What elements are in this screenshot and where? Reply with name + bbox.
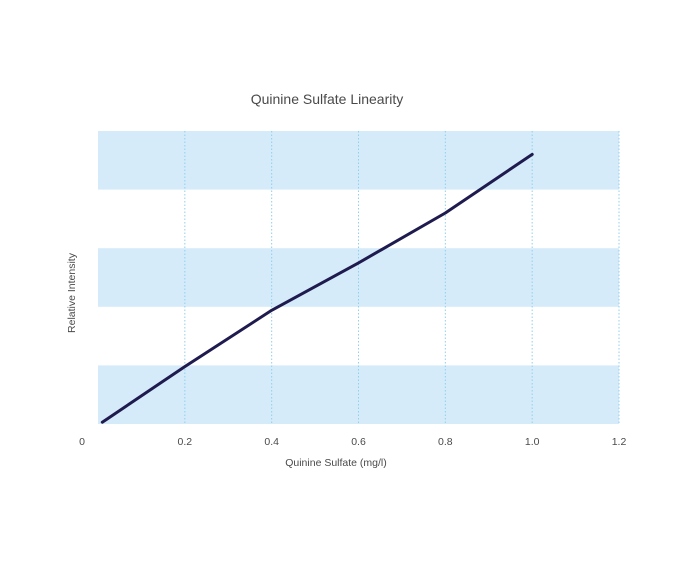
series-group <box>100 152 534 424</box>
x-tick-label: 0.4 <box>264 436 279 448</box>
y-axis-label: Relative Intensity <box>66 252 78 333</box>
series-line <box>100 152 534 424</box>
x-axis-ticks: 0 0.2 0.4 0.6 0.8 1.0 1.2 <box>79 436 626 448</box>
background-band <box>98 248 619 307</box>
x-tick-label: 0.2 <box>178 436 193 448</box>
chart-title: Quinine Sulfate Linearity <box>251 91 404 107</box>
x-tick-label: 1.0 <box>525 436 540 448</box>
x-tick-label: 0.6 <box>351 436 366 448</box>
x-tick-label: 0 <box>79 436 85 448</box>
x-axis-label: Quinine Sulfate (mg/l) <box>285 457 387 469</box>
x-tick-label: 1.2 <box>612 436 627 448</box>
x-tick-label: 0.8 <box>438 436 453 448</box>
